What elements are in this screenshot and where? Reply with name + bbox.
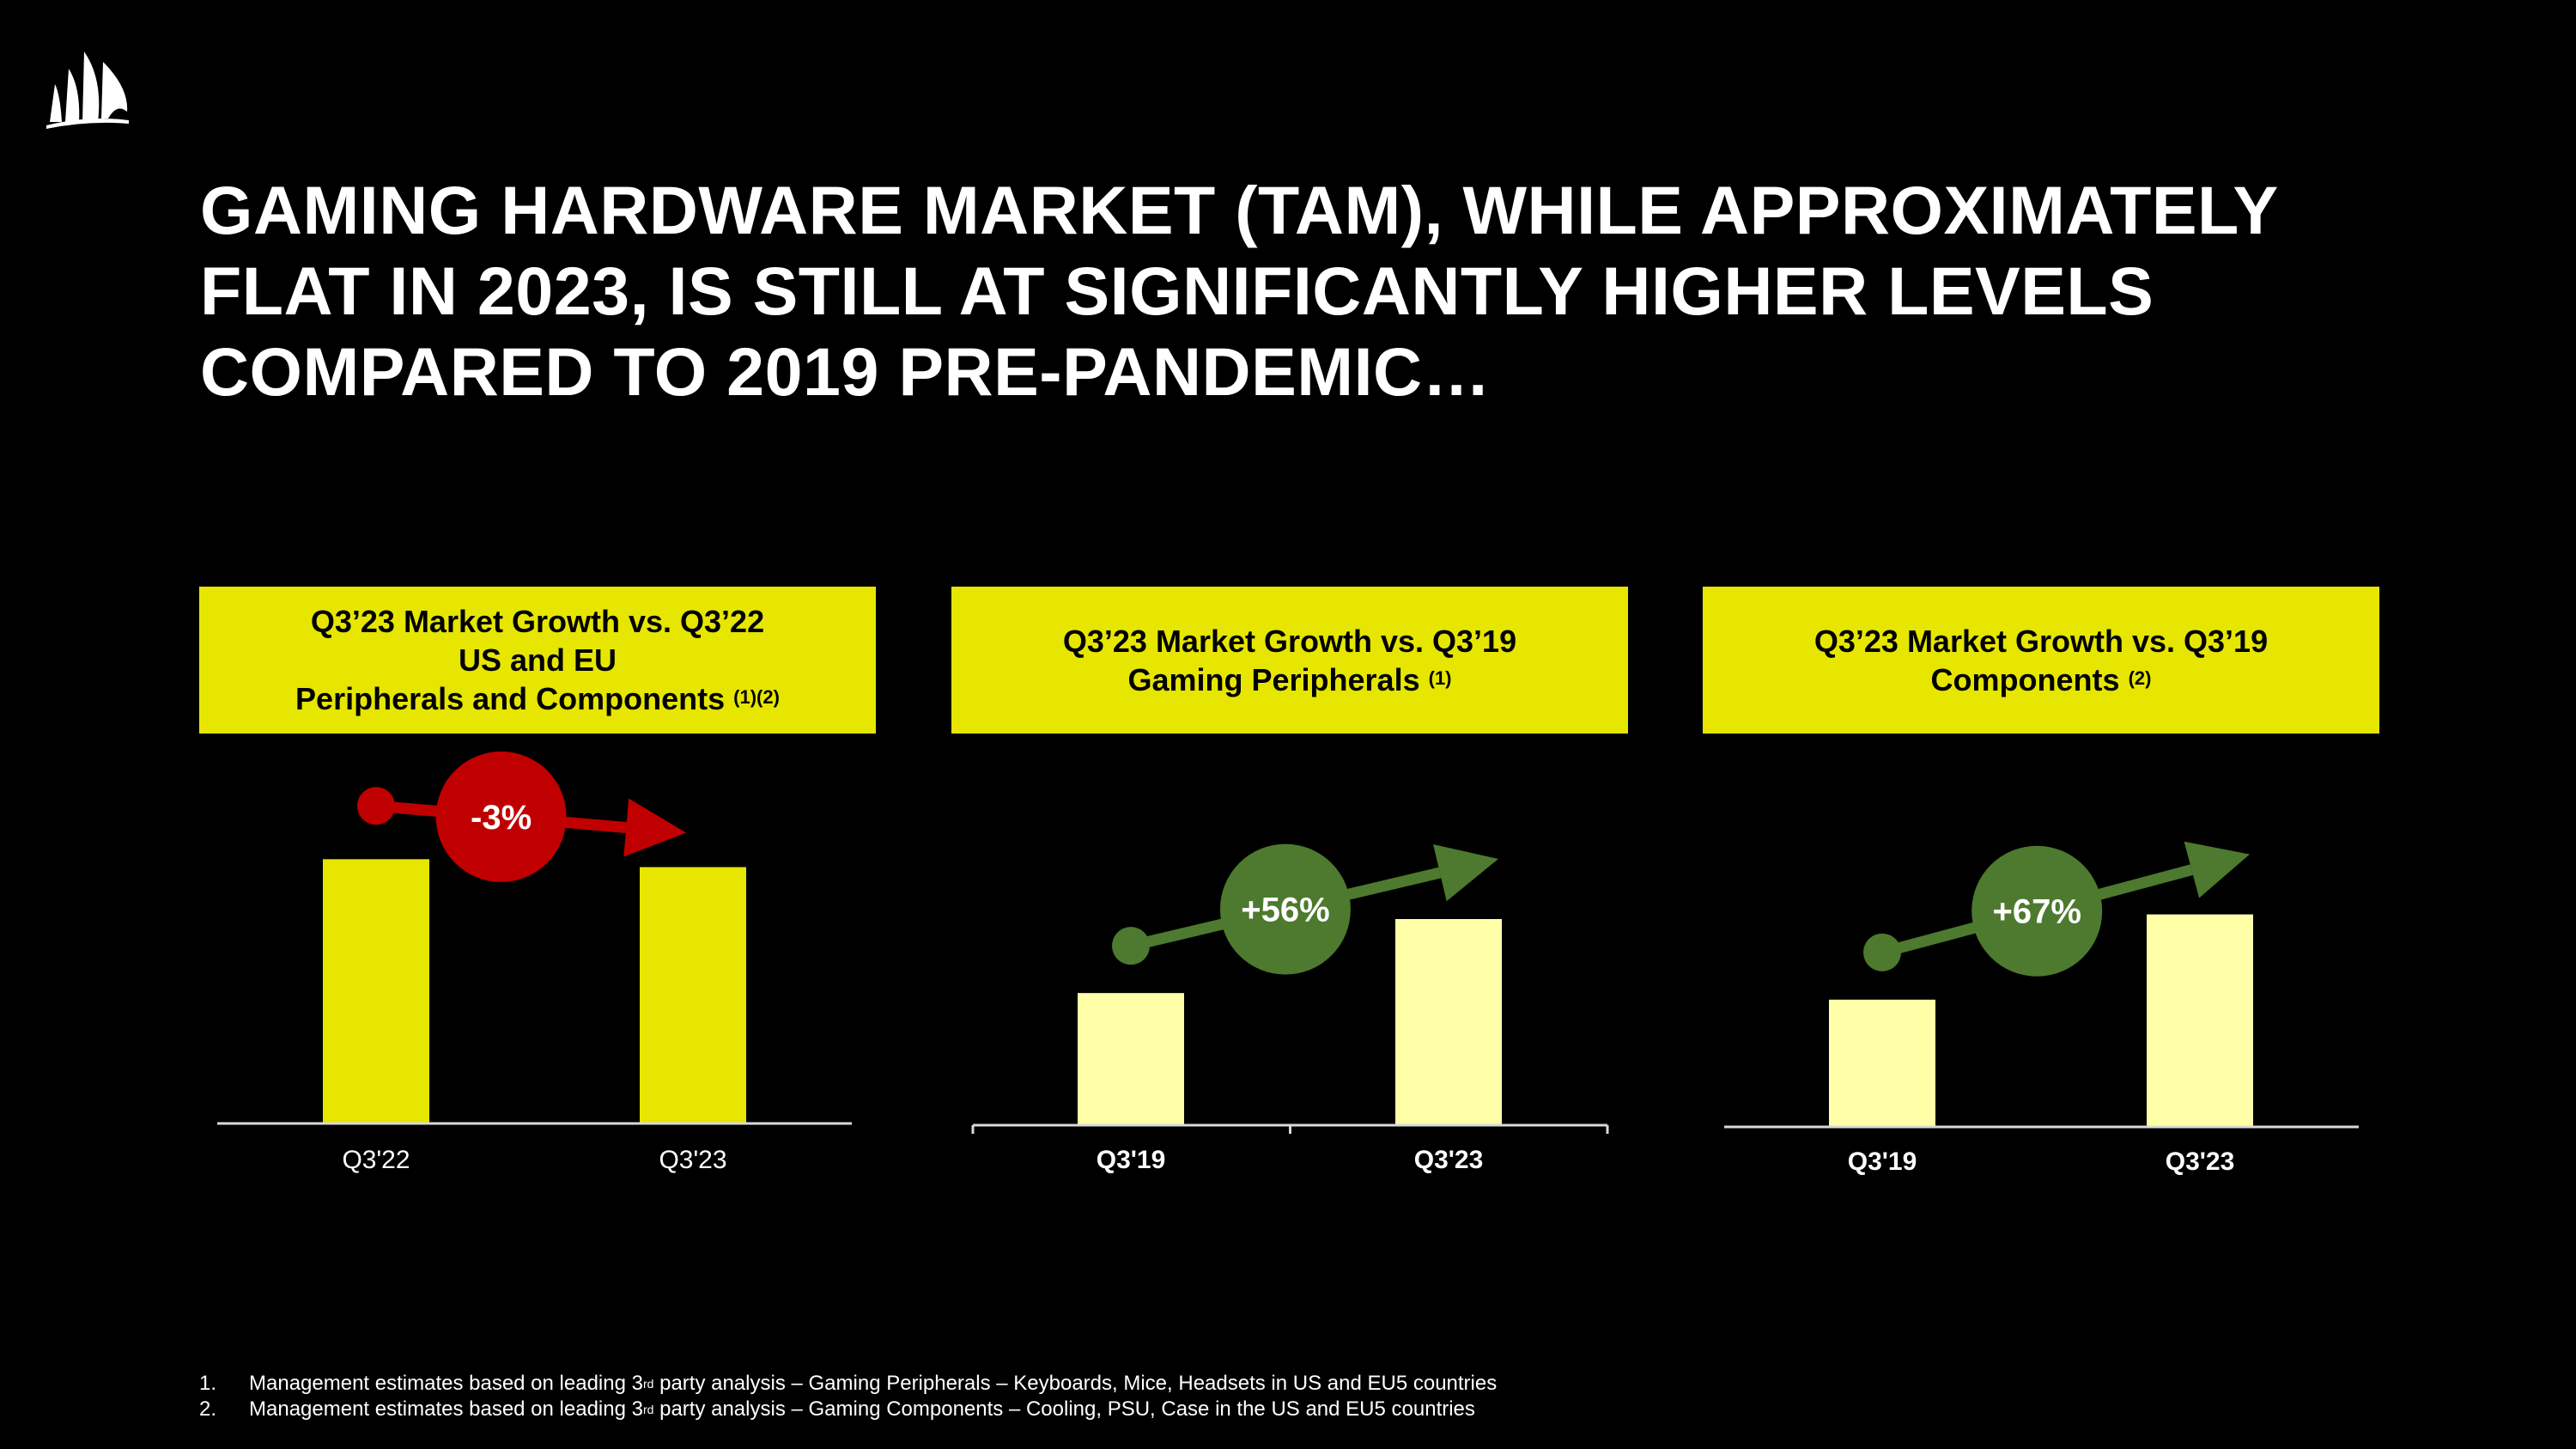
footnote-ordinal: rd <box>642 1377 654 1391</box>
growth-badge-label: +56% <box>1241 892 1329 929</box>
panel-header-line: Gaming Peripherals (1) <box>1127 661 1451 699</box>
trend-start-dot <box>1863 933 1901 971</box>
category-label: Q3'23 <box>2166 1148 2235 1176</box>
footnote-ref: (1) <box>1428 667 1452 689</box>
footnote-ref: (2) <box>2128 667 2152 689</box>
panel-header-peripherals: Q3’23 Market Growth vs. Q3’19 Gaming Per… <box>951 587 1628 734</box>
category-label: Q3'23 <box>1414 1146 1484 1174</box>
panel-header-text: Gaming Peripherals <box>1127 661 1420 697</box>
panel-header-text: Peripherals and Components <box>295 681 726 716</box>
trend-arrowhead-icon <box>1433 844 1498 902</box>
trend-start-dot <box>357 787 395 825</box>
panel-header-components: Q3’23 Market Growth vs. Q3’19 Components… <box>1703 587 2379 734</box>
trend-start-dot <box>1112 927 1150 965</box>
panel-header-line: Q3’23 Market Growth vs. Q3’19 <box>1814 623 2269 659</box>
growth-badge <box>1219 843 1351 975</box>
category-label: Q3'19 <box>1097 1146 1166 1174</box>
bar-q323 <box>2147 914 2253 1127</box>
footnote-ordinal: rd <box>642 1403 654 1416</box>
footnote-number: 2. <box>199 1397 217 1421</box>
bar-q323 <box>640 867 746 1123</box>
panel-header-text: Components <box>1930 661 2120 697</box>
footnote-2: 2. Management estimates based on leading… <box>199 1397 1497 1422</box>
category-label: Q3'22 <box>342 1146 410 1174</box>
panel-header-line: Q3’23 Market Growth vs. Q3’22 <box>310 604 765 639</box>
footnote-text-pre: Management estimates based on leading 3 <box>249 1372 643 1395</box>
footnote-text-pre: Management estimates based on leading 3 <box>249 1397 643 1421</box>
panel-header-yoy: Q3’23 Market Growth vs. Q3’22 US and EU … <box>199 587 876 734</box>
title-line: GAMING HARDWARE MARKET (TAM), WHILE APPR… <box>200 172 2279 248</box>
title-line: COMPARED TO 2019 PRE-PANDEMIC… <box>200 333 1492 410</box>
category-label: Q3'23 <box>659 1146 726 1174</box>
panel-header-line: US and EU <box>458 642 617 678</box>
growth-badge <box>435 751 567 882</box>
footnote-text-post: party analysis – Gaming Components – Coo… <box>653 1397 1475 1421</box>
trend-arrowhead-icon <box>623 798 686 857</box>
panel-header-line: Components (2) <box>1931 661 2152 699</box>
category-label: Q3'19 <box>1848 1148 1917 1176</box>
footnote-1: 1. Management estimates based on leading… <box>199 1371 1497 1397</box>
footnote-number: 1. <box>199 1372 217 1395</box>
page-title: GAMING HARDWARE MARKET (TAM), WHILE APPR… <box>200 170 2536 412</box>
sails-logo-icon <box>46 52 129 129</box>
bar-q319 <box>1829 999 1935 1127</box>
growth-badge <box>1971 845 2103 977</box>
bar-q322 <box>323 859 429 1123</box>
footnote-text: Management estimates based on leading 3r… <box>249 1371 1497 1397</box>
growth-badge-label: -3% <box>471 799 532 837</box>
panel-header-line: Q3’23 Market Growth vs. Q3’19 <box>1062 623 1517 659</box>
bar-q323 <box>1395 919 1502 1125</box>
panel-header-line: Peripherals and Components (1)(2) <box>295 679 780 718</box>
growth-badge-label: +67% <box>1992 893 2081 931</box>
charts-area: Q3'22 Q3'23 -3% Q3'19 Q3'23 +56% Q3'19 Q3'23 +67… <box>217 751 2359 1176</box>
footnote-text-post: party analysis – Gaming Peripherals – Ke… <box>653 1372 1498 1395</box>
footnote-ref: (1)(2) <box>733 686 780 708</box>
title-line: FLAT IN 2023, IS STILL AT SIGNIFICANTLY … <box>200 253 2154 329</box>
bar-q319 <box>1078 993 1184 1125</box>
trend-arrowhead-icon <box>2184 841 2250 898</box>
footnote-text: Management estimates based on leading 3r… <box>249 1397 1475 1422</box>
footnotes: 1. Management estimates based on leading… <box>199 1371 1497 1422</box>
